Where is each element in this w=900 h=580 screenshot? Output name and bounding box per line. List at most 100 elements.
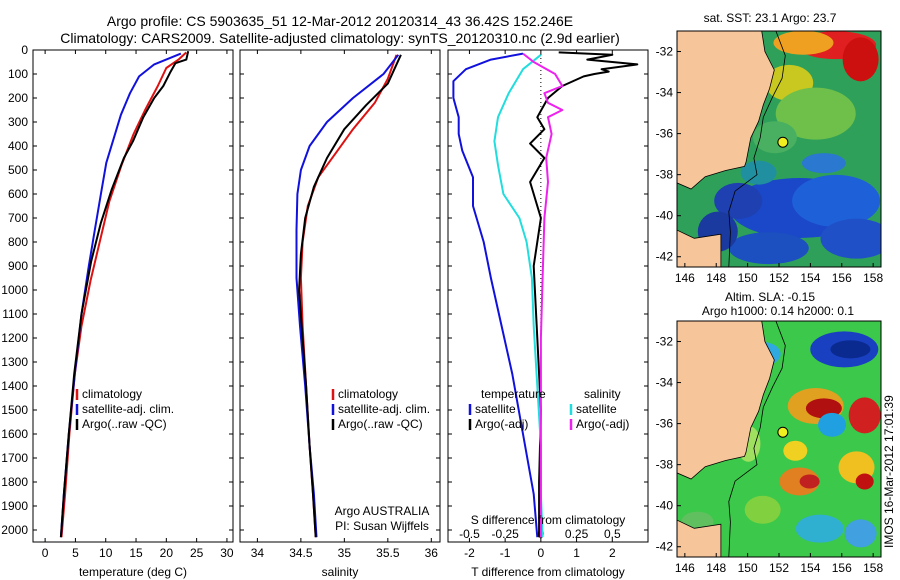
legend-title-salinity: salinity: [584, 387, 621, 401]
y-tick-label: 100: [8, 67, 28, 81]
sst-field: [714, 182, 763, 219]
legend-label: Argo(-adj): [475, 417, 528, 431]
salinity-ticks: 34 34.5 35 35.5 36: [240, 49, 440, 560]
series-line: [59, 50, 190, 538]
sla-map-subtitle: Argo h1000: 0.14 h2000: 0.1: [702, 304, 854, 318]
y-tick-label: 1700: [1, 451, 28, 465]
map-y-tick-label: -32: [656, 335, 674, 349]
map-y-tick-label: -34: [656, 86, 674, 100]
map-y-tick-label: -32: [656, 45, 674, 59]
legend-label: satellite-adj. clim.: [82, 402, 174, 416]
difference-axes: [447, 49, 649, 543]
series-line: [452, 52, 539, 538]
map-y-tick-label: -40: [656, 209, 674, 223]
y-tick-label: 0: [21, 43, 28, 57]
land: [677, 321, 775, 480]
map-x-tick-label: 148: [706, 271, 726, 285]
legend-label: satellite-adj. clim.: [338, 402, 430, 416]
argo-australia-label: Argo AUSTRALIA: [335, 504, 430, 518]
series-line: [529, 51, 639, 538]
x-tick-label: 10: [99, 546, 113, 560]
sla-field: [744, 495, 781, 524]
map-x-tick-label: 154: [800, 561, 820, 575]
y-tick-label: 1600: [1, 427, 28, 441]
x-tick-label: 30: [220, 546, 234, 560]
sla-map-panel: Altim. SLA: -0.15 Argo h1000: 0.14 h2000…: [656, 290, 884, 575]
map-x-tick-label: 158: [863, 561, 883, 575]
sla-field: [848, 397, 881, 434]
salinity-axes: [239, 49, 441, 543]
sla-field: [818, 412, 847, 437]
x-tick-label: 35.5: [376, 546, 400, 560]
sst-map-ticks: 146 148 150 152 154 156 158 -32 -34 -36 -38 -40 -42: [656, 45, 884, 285]
tasmania: [677, 229, 722, 267]
sst-field: [820, 218, 881, 259]
s-tick-label: -0.25: [491, 527, 519, 541]
difference-panel: -2 -1 0 1 2-0.5 -0.25 0 0.25 0.5 temperature sali…: [447, 49, 649, 579]
y-tick-label: 1300: [1, 355, 28, 369]
x-tick-label: 34.5: [289, 546, 313, 560]
y-tick-label: 600: [8, 187, 28, 201]
imos-credit: IMOS 16-Mar-2012 17:01:39: [882, 395, 896, 548]
x-tick-label: 35: [338, 546, 352, 560]
sla-field: [783, 440, 808, 461]
s-difference-label: S difference from climatology: [471, 513, 626, 527]
series-line: [493, 54, 544, 538]
y-tick-label: 1400: [1, 379, 28, 393]
legend-label: satellite: [576, 402, 617, 416]
header-line1: Argo profile: CS 5903635_51 12-Mar-2012 …: [107, 13, 573, 29]
x-tick-label: 2: [609, 546, 616, 560]
x-tick-label: 5: [72, 546, 79, 560]
sla-map: [676, 320, 882, 558]
y-tick-label: 1900: [1, 499, 28, 513]
temperature-panel: 0 5 10 15 20 25 300100200300400500600700800900…: [1, 43, 234, 579]
x-tick-label: 34: [251, 546, 265, 560]
sla-map-ticks: 146 148 150 152 154 156 158 -32 -34 -36 -38 -40 -42: [656, 335, 884, 575]
sst-field: [792, 174, 881, 227]
sst-field: [740, 160, 777, 185]
temperature-ticks: 0 5 10 15 20 25 300100200300400500600700800900…: [1, 43, 234, 560]
sla-field: [855, 473, 874, 490]
pi-label: PI: Susan Wijffels: [335, 519, 429, 533]
x-tick-label: 20: [160, 546, 174, 560]
map-x-tick-label: 152: [769, 271, 789, 285]
x-tick-label: 0: [42, 546, 49, 560]
map-x-tick-label: 156: [832, 271, 852, 285]
difference-lines: [452, 51, 639, 538]
tasmania: [677, 519, 722, 557]
legend-label: satellite: [475, 402, 516, 416]
x-tick-label: 25: [190, 546, 204, 560]
salinity-panel: 34 34.5 35 35.5 36 climatologysatellite-adj.…: [239, 49, 441, 579]
legend-label: climatology: [338, 387, 398, 401]
map-x-tick-label: 156: [832, 561, 852, 575]
y-tick-label: 200: [8, 91, 28, 105]
map-x-tick-label: 152: [769, 561, 789, 575]
series-line: [522, 52, 564, 538]
temperature-axes: [32, 49, 234, 543]
map-y-tick-label: -38: [656, 168, 674, 182]
sst-field: [801, 153, 846, 174]
sst-field: [752, 121, 797, 154]
land: [677, 31, 775, 190]
sla-field: [779, 467, 820, 496]
x-tick-label: 1: [573, 546, 580, 560]
sst-map-panel: sat. SST: 23.1 Argo: 23.7 146 148 150 152 15…: [656, 11, 884, 285]
sst-map-title: sat. SST: 23.1 Argo: 23.7: [704, 11, 837, 25]
t-difference-xlabel: T difference from climatology: [471, 565, 625, 579]
difference-legend: temperature salinitysatelliteArgo(-adj)sa…: [468, 387, 629, 431]
s-tick-label: 0.25: [565, 527, 589, 541]
y-tick-label: 700: [8, 211, 28, 225]
map-y-tick-label: -42: [656, 540, 674, 554]
x-tick-label: 0: [538, 546, 545, 560]
sla-field: [830, 340, 871, 359]
y-tick-label: 1500: [1, 403, 28, 417]
map-y-tick-label: -42: [656, 250, 674, 264]
legend-title-temperature: temperature: [481, 387, 546, 401]
map-y-tick-label: -36: [656, 127, 674, 141]
x-tick-label: 15: [129, 546, 143, 560]
map-y-tick-label: -40: [656, 499, 674, 513]
sst-field: [728, 232, 809, 265]
shelf-contour: [728, 321, 786, 557]
